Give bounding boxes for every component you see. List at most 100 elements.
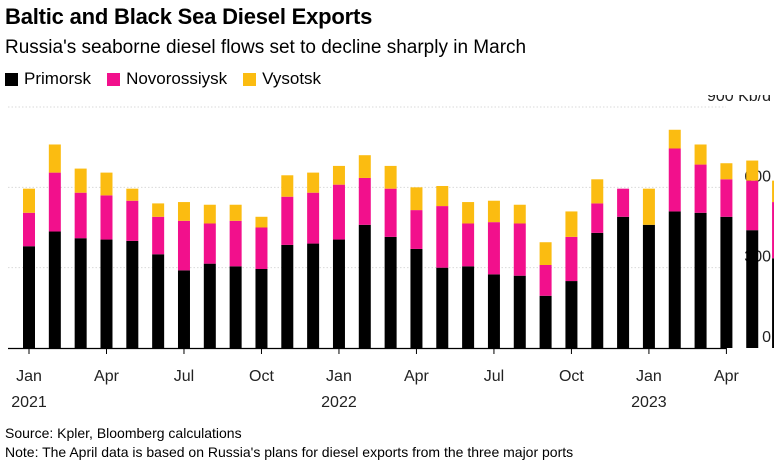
source-note: Source: Kpler, Bloomberg calculations — [5, 425, 242, 441]
bar-segment-novorossiysk — [565, 236, 578, 282]
bar-segment-primorsk — [617, 216, 630, 348]
bar-segment-primorsk — [487, 274, 500, 348]
bar-segment-novorossiysk — [23, 212, 35, 247]
y-tick-label: 900 Kb/d — [707, 95, 771, 105]
legend-swatch-primorsk — [5, 72, 18, 86]
bar-segment-vysotsk — [203, 204, 216, 224]
x-year-label: 2022 — [321, 394, 357, 411]
legend-label-novorossiysk: Novorossiysk — [126, 69, 228, 88]
bar-segment-novorossiysk — [772, 202, 774, 259]
legend-label-vysotsk: Vysotsk — [262, 69, 322, 88]
bar-segment-novorossiysk — [229, 220, 242, 267]
bar-segment-primorsk — [462, 266, 475, 348]
x-tick-label: Oct — [559, 368, 584, 385]
bar-segment-primorsk — [746, 230, 759, 348]
x-tick-label: Apr — [94, 368, 120, 385]
bar-segment-primorsk — [126, 240, 139, 348]
x-tick-label: Jul — [484, 368, 504, 385]
bar-segment-novorossiysk — [410, 210, 423, 249]
bar-segment-primorsk — [772, 258, 774, 348]
bar-segment-primorsk — [255, 269, 268, 348]
bar-segment-primorsk — [152, 254, 165, 348]
bar-segment-vysotsk — [307, 172, 320, 193]
bar-segment-novorossiysk — [694, 164, 707, 213]
bar-segment-vysotsk — [591, 179, 604, 204]
bar-segment-primorsk — [177, 270, 190, 348]
bar-segment-primorsk — [281, 244, 294, 348]
bar-segment-primorsk — [358, 224, 371, 348]
bar-segment-novorossiysk — [720, 179, 733, 217]
bar-segment-primorsk — [74, 238, 87, 348]
bar-segment-novorossiysk — [358, 177, 371, 225]
bar-segment-vysotsk — [23, 188, 35, 213]
x-year-label: 2021 — [11, 394, 47, 411]
bar-segment-novorossiysk — [617, 188, 630, 217]
bar-segment-primorsk — [565, 281, 578, 348]
bar-segment-vysotsk — [746, 160, 759, 181]
bar-segment-primorsk — [436, 267, 449, 348]
bar-segment-vysotsk — [565, 211, 578, 237]
bar-segment-vysotsk — [668, 129, 681, 149]
bar-segment-vysotsk — [539, 242, 552, 265]
stacked-bar-chart: 900 Kb/d6003000Jan2021AprJulOctJan2022Ap… — [8, 95, 774, 411]
x-tick-label: Jan — [636, 368, 662, 385]
bar-segment-primorsk — [203, 263, 216, 348]
bar-segment-vysotsk — [694, 144, 707, 165]
bar-segment-primorsk — [48, 231, 61, 348]
bar-segment-primorsk — [229, 266, 242, 348]
x-year-label: 2023 — [631, 394, 667, 411]
x-tick-label: Jan — [16, 368, 42, 385]
bar-segment-vysotsk — [772, 180, 774, 203]
bar-segment-vysotsk — [436, 185, 449, 207]
bar-segment-vysotsk — [126, 188, 139, 201]
bar-segment-vysotsk — [152, 203, 165, 217]
bar-segment-primorsk — [513, 275, 526, 348]
bar-segment-primorsk — [23, 246, 35, 348]
legend-item-novorossiysk: Novorossiysk — [107, 69, 227, 89]
bar-segment-novorossiysk — [255, 227, 268, 270]
bar-segment-novorossiysk — [487, 222, 500, 275]
bar-segment-primorsk — [307, 243, 320, 348]
legend-swatch-vysotsk — [243, 72, 257, 86]
legend-label-primorsk: Primorsk — [24, 69, 92, 88]
bar-segment-primorsk — [539, 295, 552, 348]
bar-segment-primorsk — [591, 232, 604, 348]
bar-segment-vysotsk — [281, 175, 294, 197]
bar-segment-novorossiysk — [203, 223, 216, 264]
bar-segment-novorossiysk — [436, 206, 449, 268]
chart-subtitle: Russia's seaborne diesel flows set to de… — [5, 37, 527, 58]
bar-segment-vysotsk — [332, 165, 345, 185]
y-tick-label: 0 — [762, 329, 771, 346]
bar-segment-primorsk — [694, 212, 707, 348]
bar-segment-vysotsk — [410, 187, 423, 211]
bar-segment-primorsk — [642, 224, 655, 348]
bar-segment-novorossiysk — [100, 195, 113, 240]
x-tick-label: Jul — [174, 368, 194, 385]
bar-segment-novorossiysk — [177, 220, 190, 271]
bar-segment-novorossiysk — [384, 188, 397, 237]
bar-segment-novorossiysk — [746, 180, 759, 231]
bar-segment-vysotsk — [462, 202, 475, 224]
bar-segment-novorossiysk — [513, 223, 526, 276]
bar-segment-vysotsk — [74, 168, 87, 193]
legend-item-vysotsk: Vysotsk — [243, 69, 321, 89]
bar-segment-primorsk — [668, 211, 681, 348]
bar-segment-primorsk — [384, 236, 397, 348]
bar-segment-vysotsk — [255, 216, 268, 228]
bar-segment-vysotsk — [642, 188, 655, 225]
x-tick-label: Oct — [249, 368, 274, 385]
bar-segment-novorossiysk — [48, 172, 61, 232]
legend-swatch-novorossiysk — [107, 72, 121, 86]
bar-segment-novorossiysk — [307, 192, 320, 244]
bar-segment-vysotsk — [177, 202, 190, 221]
bar-segment-novorossiysk — [668, 148, 681, 212]
bar-segment-novorossiysk — [152, 216, 165, 255]
x-tick-label: Apr — [714, 368, 740, 385]
bar-segment-novorossiysk — [74, 192, 87, 239]
chart-title: Baltic and Black Sea Diesel Exports — [5, 4, 373, 29]
bar-segment-vysotsk — [100, 172, 113, 196]
bar-segment-primorsk — [720, 216, 733, 348]
bar-segment-primorsk — [100, 239, 113, 348]
bar-segment-vysotsk — [720, 163, 733, 180]
bar-segment-vysotsk — [229, 204, 242, 221]
